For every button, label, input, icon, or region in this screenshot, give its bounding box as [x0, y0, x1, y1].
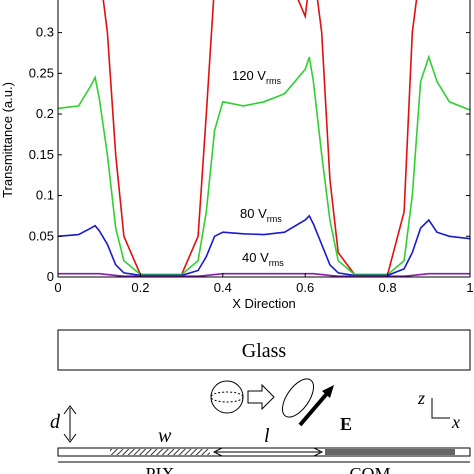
l-label: l	[264, 425, 270, 447]
ellipsoid	[281, 378, 315, 418]
x-coord-label: x	[451, 412, 460, 432]
l-arrow-heads	[212, 447, 324, 457]
y-axis-label: Transmittance (a.u.)	[0, 82, 15, 198]
sphere-ring	[210, 391, 244, 403]
pix-electrode	[110, 449, 210, 455]
y-tick-label: 0.05	[29, 228, 54, 243]
x-tick-label: 0.8	[379, 280, 397, 295]
com-label: COM	[349, 464, 390, 474]
series-annotation: 80 Vrms	[240, 206, 282, 224]
plot	[58, 0, 470, 277]
e-field-head	[322, 385, 334, 398]
y-tick-label: 0.1	[36, 188, 54, 203]
series-line	[58, 214, 470, 277]
annotation-text: 120 V	[232, 68, 266, 83]
z-label: z	[417, 388, 425, 408]
sphere	[210, 380, 244, 414]
com-electrode	[325, 449, 455, 455]
annotation-subscript: rms	[266, 76, 281, 86]
annotation-subscript: rms	[269, 258, 284, 268]
diagram: Glass d E z x w l PIX COM	[50, 329, 471, 474]
x-axis-label: X Direction	[232, 296, 296, 311]
x-tick-label: 0.6	[296, 280, 314, 295]
x-tick-label: 0.4	[214, 280, 232, 295]
e-label: E	[340, 414, 352, 434]
series-line	[58, 272, 470, 277]
coordinate-axes	[431, 398, 450, 419]
plot-frame	[57, 0, 471, 278]
series-line	[102, 0, 418, 276]
y-tick-label: 0.15	[29, 147, 54, 162]
series-annotation: 120 Vrms	[232, 68, 281, 86]
y-tick-label: 0.25	[29, 65, 54, 80]
x-tick-label: 1	[466, 280, 473, 295]
annotation-text: 80 V	[240, 206, 267, 221]
series-group	[58, 0, 470, 277]
x-tick-label: 0.2	[131, 280, 149, 295]
x-tick-label: 0	[54, 280, 61, 295]
glass-box	[57, 329, 471, 371]
series-line	[58, 54, 470, 276]
glass-label: Glass	[242, 340, 287, 362]
y-tick-label: 0.2	[36, 106, 54, 121]
pix-label: PIX	[145, 464, 174, 474]
e-field-arrow	[298, 388, 332, 427]
annotation-subscript: rms	[267, 214, 282, 224]
w-label: w	[158, 425, 172, 447]
d-arrow-heads	[63, 405, 77, 443]
transform-arrow	[247, 383, 275, 411]
y-tick-label: 0.3	[36, 25, 54, 40]
annotation-text: 40 V	[242, 250, 269, 265]
y-tick-label: 0	[47, 269, 54, 284]
d-label: d	[50, 411, 61, 433]
series-annotation: 40 Vrms	[242, 250, 284, 268]
